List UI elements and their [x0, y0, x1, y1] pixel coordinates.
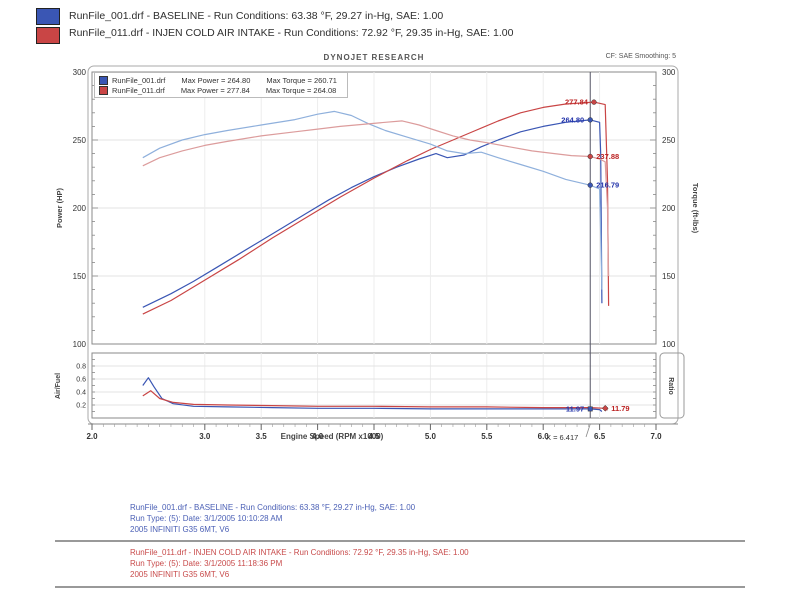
rpm-tick-label: 4.5: [368, 432, 380, 441]
rpm-axis-title: Engine Speed (RPM x1000): [280, 432, 384, 441]
cursor-value-label: 216.79: [596, 181, 619, 190]
cursor-value-label: 237.88: [596, 152, 619, 161]
rpm-tick-label: 5.5: [481, 432, 493, 441]
separator-line-2: [55, 586, 745, 588]
torque-tick-label: 300: [662, 68, 676, 77]
baseline-legend-swatch: [99, 75, 108, 85]
afr-value-label: 11.97: [566, 404, 584, 413]
injen-details-line3: 2005 INFINITI G35 6MT, V6: [130, 570, 230, 579]
injen-details-line2: Run Type: (5): Date: 3/1/2005 11:18:36 P…: [130, 559, 283, 568]
afr-tick-label: 0.6: [76, 377, 86, 384]
injen-max-torque: Max Torque = 264.08: [265, 85, 337, 95]
afr-tick-label: 0.8: [76, 364, 86, 371]
baseline-details-line2: Run Type: (5): Date: 3/1/2005 10:10:28 A…: [130, 514, 283, 523]
baseline-power-curve: [142, 119, 603, 308]
torque-axis-title: Torque (ft-lbs): [691, 182, 700, 234]
baseline-details-line1: RunFile_001.drf - BASELINE - Run Conditi…: [130, 503, 416, 512]
afr-value-marker: [601, 404, 609, 412]
torque-tick-label: 100: [662, 340, 676, 349]
cursor-connector-line: [585, 423, 591, 438]
rpm-tick-label: 5.0: [425, 432, 437, 441]
injen-afr-curve: [142, 390, 608, 411]
injen-power-curve: [142, 101, 610, 315]
power-axis-title: Power (HP): [55, 188, 64, 229]
afr-value-marker: [587, 406, 593, 412]
torque-tick-label: 150: [662, 272, 676, 281]
baseline-run-line: RunFile_001.drf - BASELINE - Run Conditi…: [69, 10, 444, 22]
power-tick-label: 100: [73, 340, 87, 349]
cursor-value-marker: [587, 153, 593, 160]
baseline-file-label: RunFile_001.drf: [112, 75, 166, 85]
injen-legend-swatch: [99, 85, 108, 95]
injen-file-label: RunFile_011.drf: [112, 85, 165, 95]
afr-value-label: 11.79: [611, 404, 629, 413]
ratio-axis-title: Ratio: [667, 377, 674, 395]
chart-title: DYNOJET RESEARCH: [323, 53, 425, 62]
rpm-tick-label: 3.5: [256, 432, 268, 441]
torque-tick-label: 200: [662, 204, 676, 213]
injen-details-line1: RunFile_011.drf - INJEN COLD AIR INTAKE …: [130, 548, 469, 557]
afr-tick-label: 0.2: [76, 403, 86, 410]
rpm-tick-label: 2.0: [86, 432, 98, 441]
plot-legend: RunFile_001.drf Max Power = 264.80 Max T…: [94, 72, 348, 98]
rpm-tick-label: 3.0: [199, 432, 211, 441]
power-tick-label: 150: [73, 272, 87, 281]
baseline-max-power: Max Power = 264.80: [181, 75, 251, 85]
power-tick-label: 300: [73, 68, 87, 77]
torque-tick-label: 250: [662, 136, 676, 145]
injen-max-power: Max Power = 277.84: [180, 85, 250, 95]
baseline-details-line3: 2005 INFINITI G35 6MT, V6: [130, 525, 230, 534]
airfuel-axis-title: Air/Fuel: [55, 372, 62, 400]
rpm-tick-label: 7.0: [650, 432, 662, 441]
smoothing-note: CF: SAE Smoothing: 5: [605, 53, 676, 60]
injen-run-details: RunFile_011.drf - INJEN COLD AIR INTAKE …: [130, 547, 469, 580]
injen-color-swatch: [36, 27, 60, 44]
max-power-label: 277.84: [565, 98, 589, 107]
baseline-run-details: RunFile_001.drf - BASELINE - Run Conditi…: [130, 502, 415, 535]
baseline-torque-curve: [142, 110, 603, 290]
rpm-tick-label: 6.5: [594, 432, 606, 441]
plot-legend-row-baseline: RunFile_001.drf Max Power = 264.80 Max T…: [99, 75, 337, 85]
injen-run-line: RunFile_011.drf - INJEN COLD AIR INTAKE …: [69, 27, 514, 39]
max-power-label: 264.80: [561, 115, 584, 124]
plot-legend-row-injen: RunFile_011.drf Max Power = 277.84 Max T…: [99, 85, 337, 95]
ratio-side-panel: [659, 352, 685, 419]
separator-line-1: [55, 540, 745, 542]
cursor-value-marker: [587, 182, 593, 188]
run-legend: RunFile_001.drf - BASELINE - Run Conditi…: [36, 8, 513, 44]
baseline-color-swatch: [36, 8, 60, 25]
baseline-afr-curve: [142, 377, 603, 412]
max-power-marker: [591, 99, 597, 105]
afr-tick-label: 0.4: [76, 390, 86, 397]
run-legend-swatches: [36, 8, 60, 44]
injen-torque-curve: [142, 120, 610, 277]
max-power-marker: [587, 117, 593, 123]
baseline-max-torque: Max Torque = 260.71: [266, 75, 337, 85]
rpm-tick-label: 4.0: [312, 432, 324, 441]
cursor-x-label: X = 6.417: [546, 433, 579, 442]
power-tick-label: 200: [73, 204, 87, 213]
rpm-tick-label: 6.0: [538, 432, 550, 441]
power-tick-label: 250: [73, 136, 87, 145]
